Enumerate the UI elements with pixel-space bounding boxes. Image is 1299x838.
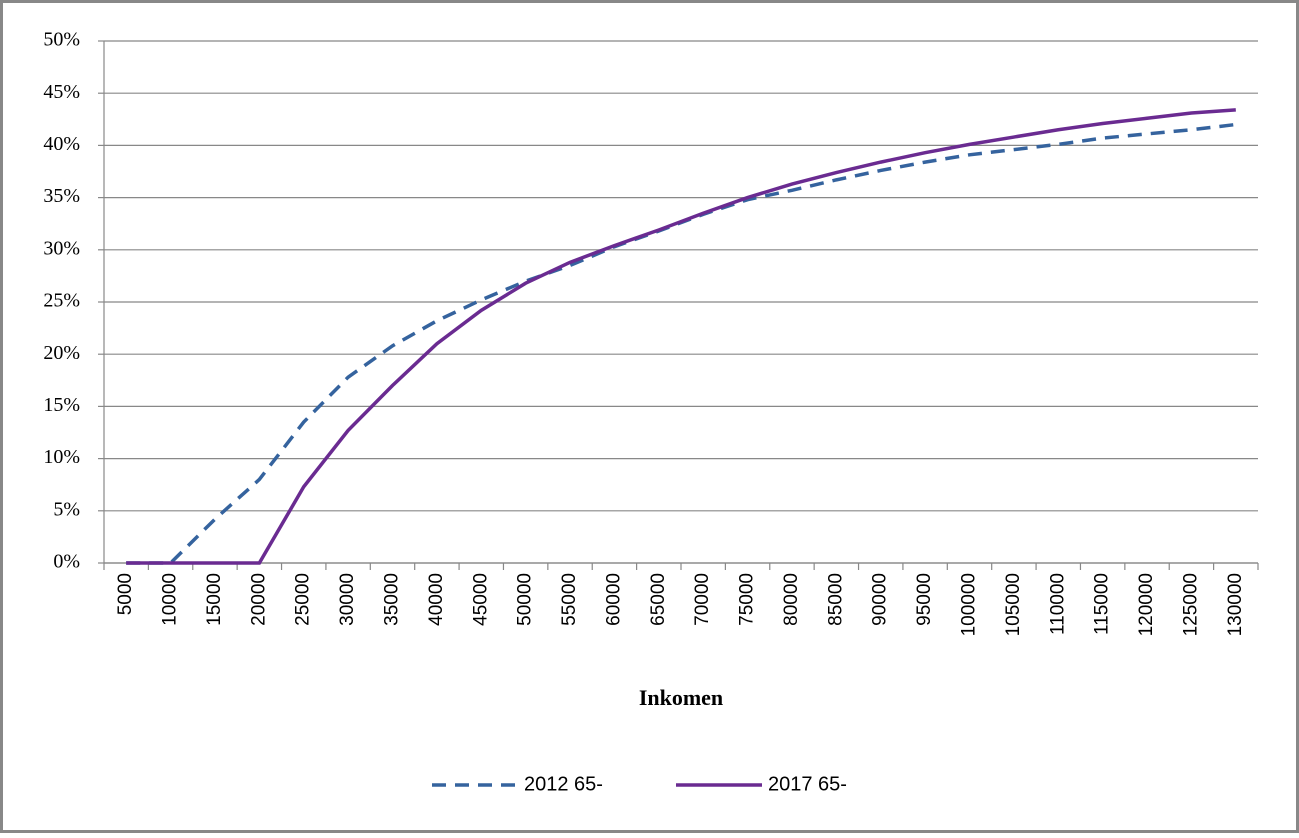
x-tick-label: 105000 [1003, 573, 1024, 636]
x-tick-label: 120000 [1136, 573, 1157, 636]
legend-label: 2012 65- [524, 773, 603, 795]
x-tick-label: 100000 [959, 573, 980, 636]
x-tick-label: 125000 [1180, 573, 1201, 636]
x-tick-label: 90000 [870, 573, 891, 626]
y-tick-label: 45% [43, 81, 80, 103]
x-tick-label: 25000 [293, 573, 314, 626]
x-tick-label: 85000 [825, 573, 846, 626]
x-tick-label: 95000 [914, 573, 935, 626]
x-tick-label: 65000 [648, 573, 669, 626]
y-tick-label: 5% [53, 498, 80, 520]
x-tick-label: 130000 [1225, 573, 1246, 636]
x-tick-label: 30000 [337, 573, 358, 626]
x-tick-label: 15000 [204, 573, 225, 626]
y-tick-label: 50% [43, 29, 80, 51]
series-line [126, 108, 1236, 565]
y-tick-label: 20% [43, 342, 80, 364]
x-tick-label: 80000 [781, 573, 802, 626]
x-tick-label: 35000 [382, 573, 403, 626]
y-tick-label: 0% [53, 551, 80, 573]
x-tick-label: 20000 [248, 573, 269, 626]
legend-label: 2017 65- [768, 773, 847, 795]
x-tick-label: 40000 [426, 573, 447, 626]
x-axis-title: Inkomen [639, 685, 723, 710]
x-tick-label: 110000 [1047, 573, 1068, 635]
x-tick-label: 50000 [515, 573, 536, 626]
x-tick-label: 45000 [470, 573, 491, 626]
x-tick-label: 5000 [115, 573, 136, 615]
x-tick-label: 115000 [1092, 573, 1113, 635]
y-tick-label: 25% [43, 290, 80, 312]
x-tick-label: 55000 [559, 573, 580, 626]
x-tick-label: 75000 [737, 573, 758, 626]
y-tick-label: 10% [43, 446, 80, 468]
x-tick-label: 60000 [603, 573, 624, 626]
x-tick-label: 70000 [692, 573, 713, 626]
y-tick-label: 40% [43, 133, 80, 155]
y-tick-label: 35% [43, 185, 80, 207]
x-tick-label: 10000 [160, 573, 181, 626]
y-tick-label: 15% [43, 394, 80, 416]
y-tick-label: 30% [43, 237, 80, 259]
